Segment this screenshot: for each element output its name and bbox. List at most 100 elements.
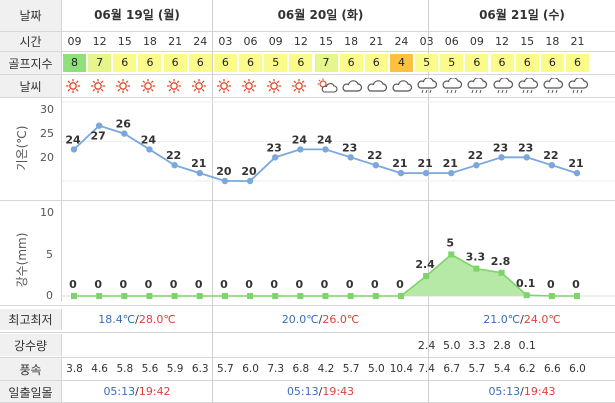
rain-icon [542, 77, 564, 98]
precip-value-label: 0 [270, 278, 278, 291]
temp-point [322, 146, 329, 153]
wind-speed-cell: 6.3 [191, 363, 209, 375]
golf-index-cell: 6 [339, 54, 363, 72]
golf-index-cell: 6 [465, 54, 489, 72]
precip-point [372, 293, 379, 299]
sunrise: 05:13 [286, 385, 319, 398]
precip-point [272, 293, 279, 299]
cloudy-icon [366, 78, 388, 98]
temp-axis-title: 기온(℃) [15, 126, 29, 171]
sun-icon [265, 78, 283, 98]
day-header-1: 06월 19일 (월) [94, 8, 180, 22]
precip-value-label: 0 [321, 278, 329, 291]
sun-icon [165, 78, 183, 98]
temp-value-label: 22 [468, 149, 483, 162]
wind-speed-cell: 7.3 [267, 363, 285, 375]
precip-value-label: 2.8 [491, 255, 511, 268]
rain-icon [416, 77, 438, 98]
hour-cell: 21 [369, 35, 384, 48]
precip-point [247, 293, 254, 299]
rain-icon [492, 77, 514, 98]
sun-icon [64, 78, 82, 98]
precip-point [221, 293, 228, 299]
sun-icon [114, 78, 132, 98]
wind-speed-cell: 4.6 [91, 363, 108, 375]
wind-speed-cell: 5.8 [116, 363, 134, 375]
temp-value-label: 24 [317, 133, 333, 146]
temp-point [473, 162, 480, 169]
precip-point [423, 273, 430, 280]
golf-index-cell: 5 [440, 54, 464, 72]
wind-speed-cell: 7.4 [418, 363, 435, 375]
hour-cell: 18 [545, 35, 560, 48]
hour-cell: 15 [319, 35, 333, 48]
temp-value-label: 22 [166, 149, 181, 162]
label-weather: 날씨 [0, 75, 62, 97]
hour-cell: 12 [293, 35, 308, 48]
golf-index-cell: 6 [490, 54, 514, 72]
precip-point [146, 293, 153, 299]
temp-point [146, 146, 153, 153]
precip-value-label: 0 [547, 278, 555, 291]
golf-index-cell: 6 [239, 54, 263, 72]
hour-cell: 15 [520, 35, 535, 48]
precip-point [473, 265, 480, 272]
sun-icon [89, 78, 107, 98]
wind-speed-cell: 6.0 [242, 363, 259, 375]
precip-value-label: 0 [145, 278, 153, 291]
temp-axis-tick: 30 [40, 103, 54, 116]
precip-point [574, 293, 580, 299]
wind-speed-cell: 3.8 [66, 363, 83, 375]
rain-amount-cell: 5.0 [443, 339, 461, 352]
precip-point [196, 293, 203, 299]
precip-point [171, 293, 178, 299]
precip-value-label: 0 [296, 278, 304, 291]
temp-value-label: 26 [116, 118, 132, 131]
sun-day1: 05:13/19:42 [103, 385, 171, 398]
precip-axis-title: 강수(mm) [15, 233, 29, 288]
precip-point [347, 293, 354, 299]
precip-value-label: 0 [220, 278, 228, 291]
precip-value-label: 0 [396, 278, 404, 291]
max-temp: 24.0℃ [523, 313, 561, 326]
golf-index-cell: 7 [88, 54, 112, 72]
precip-area [400, 254, 527, 296]
rain-icon [567, 77, 589, 98]
precip-point [96, 293, 103, 299]
min-temp: 21.0℃ [483, 313, 521, 326]
golf-index-cell: 7 [314, 54, 338, 72]
golf-index-cell: 6 [113, 54, 137, 72]
precip-point [71, 293, 77, 299]
wind-speed-cell: 5.7 [217, 363, 234, 375]
y-axis-titles: 기온(℃) 강수(mm) [15, 126, 29, 288]
precip-point [498, 269, 505, 276]
sunset: 19:42 [138, 385, 171, 398]
golf-index-cell: 6 [540, 54, 564, 72]
hour-cell: 03 [218, 35, 233, 48]
wind-speed-cell: 10.4 [389, 363, 414, 375]
temp-axis-tick: 25 [40, 127, 54, 140]
label-sun: 일출일몰 [0, 381, 62, 403]
sunset: 19:43 [322, 385, 355, 398]
label-wind: 풍속 [0, 358, 62, 380]
golf-index-cell: 6 [138, 54, 162, 72]
precip-value-label: 0 [119, 278, 127, 291]
wind-speed-cell: 6.2 [518, 363, 536, 375]
precipitation-chart: 0 0 0 0 0 0 0 0 0 0 0 0 0 0 2.4 5 3.3 2.8 0.1 0 0 [62, 237, 615, 299]
golf-index-cell: 6 [566, 54, 589, 72]
sunrise: 05:13 [103, 385, 136, 398]
wind-speed-cell: 5.0 [367, 363, 385, 375]
hour-cell: 06 [444, 35, 459, 48]
golf-index-cell: 5 [264, 54, 288, 72]
minmax-day1: 18.4℃/28.0℃ [98, 313, 176, 326]
temp-point [297, 146, 304, 153]
hour-cell: 09 [268, 35, 283, 48]
temp-point [70, 146, 78, 153]
precip-value-label: 0 [346, 278, 354, 291]
minmax-day3: 21.0℃/24.0℃ [483, 313, 561, 326]
temp-point [171, 162, 178, 169]
temp-value-label: 24 [141, 133, 157, 146]
temp-point [221, 177, 229, 185]
golf-index-cell: 5 [415, 54, 439, 72]
temp-value-label: 24 [65, 133, 81, 146]
